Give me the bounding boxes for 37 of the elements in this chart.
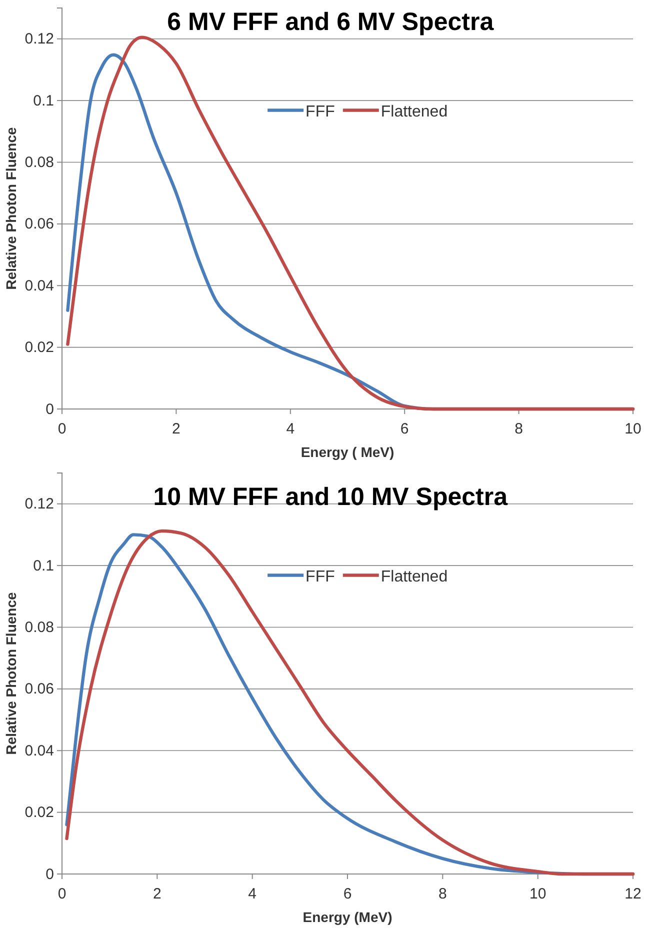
legend-label: FFF — [306, 568, 336, 586]
x-tick-label: 4 — [248, 886, 257, 902]
x-axis-title: Energy ( MeV) — [300, 444, 394, 460]
x-axis-title: Energy (MeV) — [302, 909, 392, 925]
y-tick-label: 0.06 — [24, 216, 54, 233]
x-tick-label: 10 — [529, 886, 546, 902]
x-tick-label: 4 — [286, 420, 295, 438]
x-tick-label: 12 — [624, 886, 642, 902]
y-axis-title: Relative Photon Fluence — [3, 592, 19, 755]
y-tick-label: 0.1 — [33, 92, 54, 110]
x-tick-label: 0 — [58, 420, 66, 438]
legend-label: Flattened — [380, 568, 448, 586]
y-tick-label: 0.12 — [24, 30, 54, 48]
y-tick-label: 0 — [46, 400, 54, 418]
x-tick-label: 6 — [400, 420, 409, 438]
y-tick-label: 0.02 — [24, 339, 54, 356]
y-tick-label: 0.08 — [24, 619, 54, 636]
x-tick-label: 2 — [172, 420, 180, 438]
x-tick-label: 10 — [624, 420, 642, 438]
legend-label: FFF — [306, 103, 336, 120]
y-tick-label: 0 — [46, 866, 54, 883]
y-tick-label: 0.04 — [24, 277, 54, 294]
chart-title: 10 MV FFF and 10 MV Spectra — [153, 483, 509, 511]
x-tick-label: 2 — [152, 886, 162, 902]
x-tick-label: 6 — [343, 886, 352, 902]
y-tick-label: 0.06 — [24, 680, 54, 698]
x-tick-label: 0 — [58, 886, 66, 902]
y-axis-title: Relative Photon Fluence — [3, 126, 19, 290]
y-tick-label: 0.02 — [24, 804, 54, 822]
y-tick-label: 0.1 — [33, 557, 54, 574]
y-tick-label: 0.08 — [24, 154, 54, 172]
x-tick-label: 8 — [514, 420, 523, 438]
legend-label: Flattened — [380, 103, 448, 120]
y-tick-label: 0.04 — [24, 742, 54, 760]
y-tick-label: 0.12 — [24, 496, 54, 513]
x-tick-label: 8 — [438, 886, 447, 902]
chart-title: 6 MV FFF and 6 MV Spectra — [167, 8, 495, 36]
